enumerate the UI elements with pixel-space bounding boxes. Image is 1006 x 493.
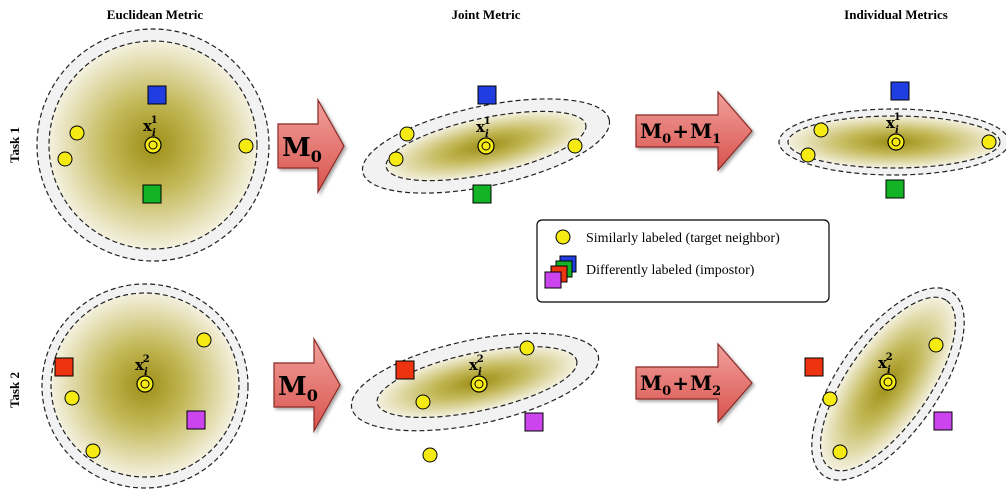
query-point-label: xi2 (135, 354, 150, 378)
arrow-individual-task1: M0+M1 (635, 90, 753, 172)
impostor-green (472, 184, 492, 204)
column-title-euclidean: Euclidean Metric (107, 7, 204, 22)
svg-text:M0+M2: M0+M2 (640, 371, 721, 399)
query-point-center (474, 379, 484, 389)
task1-joint-panel: xi1 (361, 85, 611, 204)
impostor-red (804, 357, 824, 377)
query-point-center (883, 377, 893, 387)
impostor-red (395, 360, 415, 380)
target-neighbor (57, 151, 73, 167)
impostor-blue (147, 85, 167, 105)
task1-euclidean-panel: xi1 (36, 28, 270, 262)
target-neighbor (813, 122, 829, 138)
svg-text:M0: M0 (278, 372, 318, 405)
query-point-center (891, 137, 901, 147)
legend-target-neighbor-icon (555, 229, 571, 245)
impostor-green (142, 184, 162, 204)
impostor-purple (933, 411, 953, 431)
legend: Similarly labeled (target neighbor) Diff… (536, 219, 830, 303)
legend-similar-label: Similarly labeled (target neighbor) (586, 231, 780, 246)
impostor-purple (186, 410, 206, 430)
legend-impostor-icon (544, 255, 577, 289)
target-neighbor (196, 332, 212, 348)
target-neighbor (85, 443, 101, 459)
column-title-joint: Joint Metric (452, 7, 521, 22)
query-point-center (148, 140, 158, 150)
task2-joint-panel: xi2 (350, 332, 600, 463)
target-neighbor (981, 134, 997, 150)
row-title-task2: Task 2 (7, 372, 22, 408)
target-neighbor (388, 151, 404, 167)
target-neighbor (822, 391, 838, 407)
target-neighbor (399, 126, 415, 142)
legend-box (536, 219, 830, 303)
impostor-blue (890, 81, 910, 101)
svg-text:M0: M0 (282, 133, 322, 166)
svg-text:M0+M1: M0+M1 (640, 119, 721, 147)
query-point-label: xi2 (469, 354, 484, 378)
target-neighbor (800, 147, 816, 163)
target-neighbor (415, 394, 431, 410)
column-title-individual: Individual Metrics (844, 7, 948, 22)
target-neighbor (422, 447, 438, 463)
legend-different-label: Differently labeled (impostor) (586, 263, 755, 278)
target-neighbor (69, 125, 85, 141)
arrow-joint-task1: M0 (277, 97, 345, 195)
target-neighbor (238, 138, 254, 154)
query-point-center (140, 379, 150, 389)
query-point-label: xi1 (476, 116, 491, 140)
row-title-task1: Task 1 (7, 127, 22, 163)
target-neighbor (928, 337, 944, 353)
query-point-label: xi2 (878, 352, 893, 376)
arrow-individual-task2: M0+M2 (635, 342, 753, 424)
query-point-label: xi1 (886, 112, 901, 136)
target-neighbor (519, 340, 535, 356)
query-point-center (481, 141, 491, 151)
impostor-purple (524, 412, 544, 432)
impostor-blue (477, 85, 497, 105)
task2-individual-panel: xi2 (804, 287, 965, 481)
task2-euclidean-panel: xi2 (41, 283, 249, 489)
arrow-joint-task2: M0 (273, 336, 341, 434)
query-point-label: xi1 (143, 115, 158, 139)
impostor-red (54, 357, 74, 377)
impostor-green (885, 179, 905, 199)
target-neighbor (64, 390, 80, 406)
target-neighbor (832, 444, 848, 460)
task1-individual-panel: xi1 (778, 81, 1006, 199)
target-neighbor (567, 138, 583, 154)
